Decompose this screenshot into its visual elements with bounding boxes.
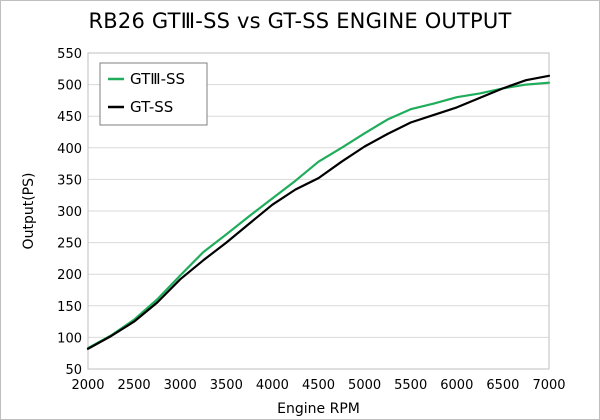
y-tick-label: 50 (65, 363, 82, 378)
y-tick-label: 400 (57, 142, 82, 157)
y-tick-label: 550 (57, 47, 82, 62)
x-tick-label: 7000 (532, 378, 565, 393)
legend-box (99, 62, 208, 126)
y-tick-label: 300 (57, 205, 82, 220)
legend-label: GTⅢ-SS (130, 70, 185, 88)
x-tick-label: 4000 (256, 378, 289, 393)
x-tick-label: 2000 (71, 378, 104, 393)
x-tick-label: 3500 (210, 378, 243, 393)
plot-area (87, 52, 550, 370)
y-tick-label: 150 (57, 300, 82, 315)
y-tick-label: 450 (57, 110, 82, 125)
y-tick-label: 500 (57, 79, 82, 94)
y-tick-label: 200 (57, 268, 82, 283)
x-tick-label: 6000 (440, 378, 473, 393)
x-tick-label: 5500 (394, 378, 427, 393)
series-line-gt3-ss (86, 81, 551, 350)
x-tick-label: 5000 (348, 378, 381, 393)
legend-label: GT-SS (130, 98, 173, 116)
y-tick-label: 250 (57, 237, 82, 252)
series-line-gt-ss (86, 74, 551, 350)
y-tick-label: 100 (57, 331, 82, 346)
x-tick-label: 6500 (486, 378, 519, 393)
x-tick-label: 4500 (302, 378, 335, 393)
y-axis-label: Output(PS) (21, 173, 37, 250)
x-tick-label: 2500 (118, 378, 151, 393)
chart-title: RB26 GTⅢ-SS vs GT-SS ENGINE OUTPUT (88, 9, 512, 33)
x-tick-label: 3000 (164, 378, 197, 393)
x-axis-label: Engine RPM (277, 401, 360, 417)
y-tick-label: 350 (57, 173, 82, 188)
